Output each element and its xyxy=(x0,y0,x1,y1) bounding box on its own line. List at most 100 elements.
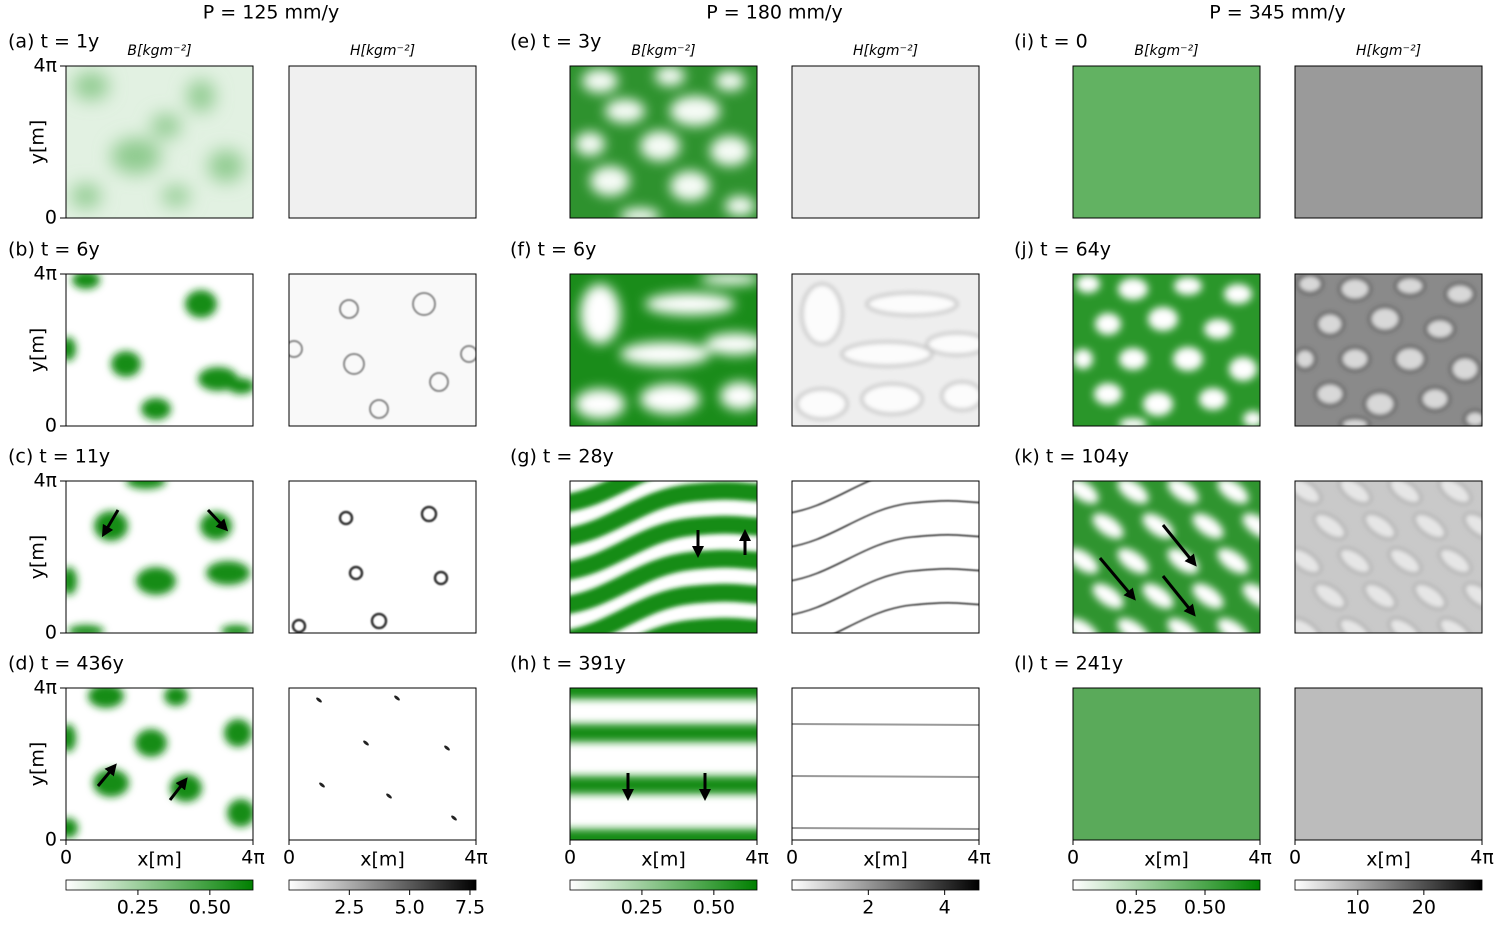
stripe xyxy=(792,499,979,548)
patch xyxy=(1118,278,1148,300)
patch xyxy=(1073,349,1093,369)
stripe xyxy=(833,601,979,633)
ring xyxy=(289,340,303,358)
panel-frame xyxy=(569,480,758,634)
pattern xyxy=(1295,274,1482,426)
panel-label: (c) t = 11y xyxy=(8,446,110,468)
patch xyxy=(710,136,750,166)
field-panel xyxy=(1073,688,1260,840)
patch xyxy=(162,186,190,206)
field-panel xyxy=(66,66,253,218)
column-title: P = 125 mm/y xyxy=(203,2,339,24)
patch xyxy=(1387,616,1423,633)
stripe xyxy=(792,481,871,514)
stripe xyxy=(570,481,757,546)
pattern xyxy=(795,282,979,421)
field-panel xyxy=(66,274,253,426)
patch xyxy=(725,196,755,216)
patch xyxy=(1393,345,1427,373)
colorbar xyxy=(569,879,758,891)
patch xyxy=(1173,347,1203,371)
arrow xyxy=(168,777,188,801)
patch xyxy=(1315,311,1345,337)
patch xyxy=(1295,481,1323,506)
pattern xyxy=(1073,481,1260,633)
patch xyxy=(88,688,124,708)
field-panel xyxy=(1295,688,1482,840)
panel-background xyxy=(1295,66,1482,218)
panel-label: (j) t = 64y xyxy=(1014,239,1111,261)
field-panel xyxy=(66,481,253,633)
patch xyxy=(860,382,924,416)
patch xyxy=(1143,392,1173,416)
patch xyxy=(1338,276,1372,302)
patch xyxy=(1363,390,1397,418)
patch xyxy=(71,184,101,208)
dash xyxy=(386,793,392,799)
panel-background xyxy=(66,481,253,633)
patch xyxy=(1073,548,1099,574)
patch xyxy=(1437,481,1473,506)
colorbar-tick-label: 0.25 xyxy=(1115,897,1157,919)
x-tick-label: 4π xyxy=(967,847,991,869)
panel-label: (i) t = 0 xyxy=(1014,31,1088,53)
patch xyxy=(221,625,251,633)
pattern xyxy=(291,505,449,633)
panel-label: (b) t = 6y xyxy=(8,239,100,261)
patch xyxy=(1424,317,1456,341)
patch xyxy=(66,337,76,361)
panel-frame xyxy=(1072,65,1261,219)
colorbar xyxy=(791,879,980,891)
x-label: x[m] xyxy=(1366,849,1411,871)
field-panel xyxy=(289,274,476,426)
patch xyxy=(1462,511,1482,541)
field-panel xyxy=(792,66,979,218)
panel-frame xyxy=(65,480,254,634)
patch xyxy=(111,138,161,174)
ring xyxy=(460,345,476,363)
colorbar xyxy=(1072,879,1261,891)
y-tick-label: 4π xyxy=(33,263,57,285)
patch xyxy=(1444,282,1476,306)
y-tick-label: 4π xyxy=(33,677,57,699)
band xyxy=(570,688,757,699)
field-panel xyxy=(570,688,757,840)
panel-frame xyxy=(1072,480,1261,634)
front-line xyxy=(792,723,979,726)
patch xyxy=(1229,357,1257,381)
patch xyxy=(68,625,104,633)
panel-frame xyxy=(1294,65,1483,219)
y-label: y[m] xyxy=(27,742,49,787)
panel-label: (e) t = 3y xyxy=(510,31,601,53)
patch xyxy=(135,729,167,757)
pattern xyxy=(570,481,757,633)
patch xyxy=(715,71,745,91)
arrow xyxy=(1161,575,1196,617)
panel-background xyxy=(1073,688,1260,840)
band xyxy=(570,829,757,840)
colorbar-tick-label: 0.25 xyxy=(117,897,159,919)
patch xyxy=(227,378,253,394)
patch xyxy=(840,340,934,368)
patch xyxy=(1217,548,1249,574)
patch xyxy=(705,333,757,355)
h-header: H[kgm⁻²] xyxy=(853,43,918,59)
patch xyxy=(141,398,171,420)
x-label: x[m] xyxy=(137,849,182,871)
patch xyxy=(1142,513,1174,539)
stripe xyxy=(782,637,992,684)
patch xyxy=(1142,583,1174,609)
patch xyxy=(1094,383,1122,405)
panel-frame xyxy=(1072,687,1261,841)
panel-background xyxy=(792,481,979,633)
patch xyxy=(1463,409,1482,426)
x-tick-label: 0 xyxy=(1289,847,1301,869)
ring xyxy=(291,618,307,633)
dash xyxy=(363,740,369,746)
panel-background xyxy=(289,481,476,633)
x-label: x[m] xyxy=(1144,849,1189,871)
band xyxy=(570,776,757,794)
panel-frame xyxy=(791,687,980,841)
colorbar-tick-label: 10 xyxy=(1346,897,1370,919)
patch xyxy=(1117,618,1149,633)
